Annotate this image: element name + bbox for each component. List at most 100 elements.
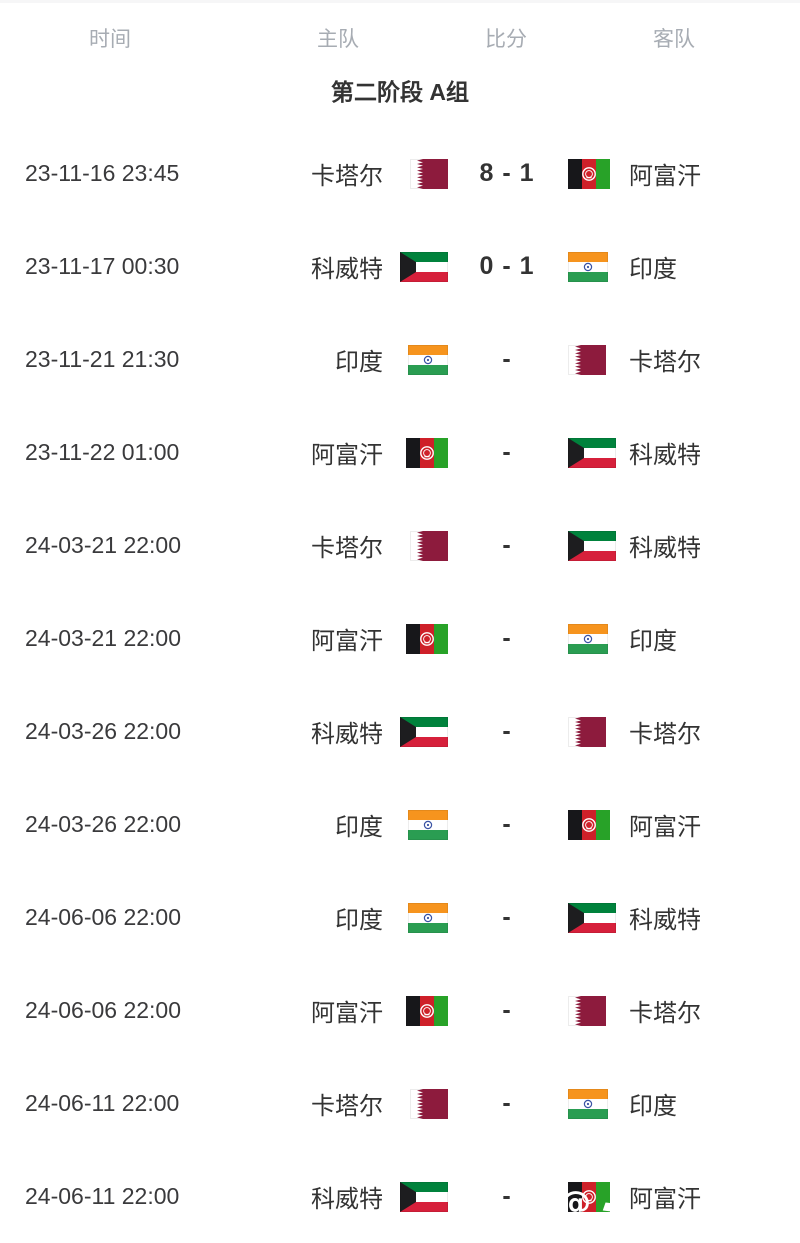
home-team: 卡塔尔	[200, 1086, 448, 1121]
home-team: 印度	[200, 342, 448, 377]
match-row[interactable]: 23-11-17 00:30 科威特 0 - 1 印度	[0, 220, 800, 313]
flag-kuwait-icon	[400, 716, 448, 747]
home-team-name: 印度	[335, 349, 383, 376]
match-score: -	[502, 903, 512, 931]
column-header-score: 比分	[485, 28, 527, 51]
match-time: 24-06-11 22:00	[25, 1090, 180, 1116]
flag-afghanistan-icon	[400, 623, 448, 654]
home-team: 印度	[200, 807, 448, 842]
match-list: 23-11-16 23:45 卡塔尔 8 - 1 阿富汗 23-11-17 00…	[0, 127, 800, 1243]
match-time: 23-11-16 23:45	[25, 160, 180, 186]
away-team-name: 阿富汗	[629, 814, 701, 841]
match-time: 24-03-26 22:00	[25, 718, 182, 744]
flag-qatar-icon	[568, 716, 616, 747]
away-team-name: 科威特	[629, 535, 701, 562]
home-team-name: 阿富汗	[311, 442, 383, 469]
match-row[interactable]: 24-03-26 22:00 印度 - 阿富汗	[0, 778, 800, 871]
match-time: 24-06-06 22:00	[25, 904, 182, 930]
away-team: 科威特	[566, 435, 800, 470]
match-row[interactable]: 24-03-21 22:00 卡塔尔 - 科威特	[0, 499, 800, 592]
away-team-name: 科威特	[629, 907, 701, 934]
flag-afghanistan-icon	[400, 995, 448, 1026]
flag-qatar-icon	[568, 344, 616, 375]
match-time: 24-06-06 22:00	[25, 997, 182, 1023]
home-team: 阿富汗	[200, 435, 448, 470]
home-team-name: 科威特	[311, 1186, 383, 1213]
match-row[interactable]: 24-06-06 22:00 阿富汗 - 卡塔尔	[0, 964, 800, 1057]
flag-india-icon	[568, 251, 616, 282]
match-row[interactable]: 24-06-06 22:00 印度 - 科威特	[0, 871, 800, 964]
column-header-away: 客队	[653, 28, 695, 51]
home-team-name: 科威特	[311, 721, 383, 748]
away-team: 印度	[566, 621, 800, 656]
top-divider	[0, 0, 800, 3]
match-score: 8 - 1	[479, 159, 535, 187]
away-team: 阿富汗	[566, 807, 800, 842]
flag-kuwait-icon	[400, 251, 448, 282]
away-team-name: 卡塔尔	[629, 349, 701, 376]
away-team-name: 科威特	[629, 442, 701, 469]
away-team: 科威特	[566, 528, 800, 563]
flag-afghanistan-icon	[568, 809, 616, 840]
match-row[interactable]: 23-11-21 21:30 印度 - 卡塔尔	[0, 313, 800, 406]
match-score: -	[502, 531, 512, 559]
home-team-name: 阿富汗	[311, 1000, 383, 1027]
flag-afghanistan-icon: @	[560, 1181, 616, 1218]
flag-india-icon	[400, 902, 448, 933]
flag-qatar-icon	[400, 158, 448, 189]
away-team-name: 卡塔尔	[629, 721, 701, 748]
away-team: 阿富汗	[566, 156, 800, 191]
match-row[interactable]: 23-11-22 01:00 阿富汗 - 科威特	[0, 406, 800, 499]
away-team: 卡塔尔	[566, 714, 800, 749]
away-team: 科威特	[566, 900, 800, 935]
match-row[interactable]: 24-06-11 22:00 卡塔尔 - 印度	[0, 1057, 800, 1150]
match-score: -	[502, 996, 512, 1024]
away-team-name: 印度	[629, 1093, 677, 1120]
home-team-name: 印度	[335, 907, 383, 934]
match-time: 24-03-21 22:00	[25, 532, 182, 558]
home-team: 印度	[200, 900, 448, 935]
match-time: 24-06-11 22:00	[25, 1183, 180, 1209]
match-row[interactable]: 23-11-16 23:45 卡塔尔 8 - 1 阿富汗	[0, 127, 800, 220]
home-team: 卡塔尔	[200, 156, 448, 191]
flag-india-icon	[568, 623, 616, 654]
flag-kuwait-icon	[400, 1181, 448, 1212]
match-score: -	[502, 717, 512, 745]
away-team: 印度	[566, 1086, 800, 1121]
flag-qatar-icon	[568, 995, 616, 1026]
flag-kuwait-icon	[568, 530, 616, 561]
away-team-name: 阿富汗	[629, 163, 701, 190]
home-team: 阿富汗	[200, 993, 448, 1028]
home-team-name: 卡塔尔	[311, 1093, 383, 1120]
column-header-home: 主队	[317, 28, 359, 51]
home-team: 科威特	[200, 1179, 448, 1214]
match-row[interactable]: 24-03-26 22:00 科威特 - 卡塔尔	[0, 685, 800, 778]
column-header-time: 时间	[89, 28, 131, 51]
match-score: -	[502, 345, 512, 373]
flag-india-icon	[400, 344, 448, 375]
home-team: 科威特	[200, 714, 448, 749]
match-time: 23-11-22 01:00	[25, 439, 180, 465]
flag-kuwait-icon	[568, 902, 616, 933]
away-team: 卡塔尔	[566, 993, 800, 1028]
away-team-name: 印度	[629, 256, 677, 283]
match-score: -	[502, 1182, 512, 1210]
match-row[interactable]: 24-03-21 22:00 阿富汗 - 印度	[0, 592, 800, 685]
home-team-name: 卡塔尔	[311, 535, 383, 562]
table-header: 时间 主队 比分 客队	[0, 3, 800, 58]
flag-india-icon	[400, 809, 448, 840]
away-team: 印度	[566, 249, 800, 284]
match-row[interactable]: 24-06-11 22:00 科威特 - @ 阿富汗	[0, 1150, 800, 1243]
flag-qatar-icon	[400, 530, 448, 561]
away-team-name: 阿富汗	[629, 1186, 701, 1213]
group-title: 第二阶段 A组	[331, 79, 469, 105]
match-score: -	[502, 1089, 512, 1117]
home-team-name: 印度	[335, 814, 383, 841]
match-time: 24-03-21 22:00	[25, 625, 182, 651]
match-score: -	[502, 624, 512, 652]
home-team: 阿富汗	[200, 621, 448, 656]
away-team-name: 卡塔尔	[629, 1000, 701, 1027]
home-team-name: 卡塔尔	[311, 163, 383, 190]
flag-kuwait-icon	[568, 437, 616, 468]
